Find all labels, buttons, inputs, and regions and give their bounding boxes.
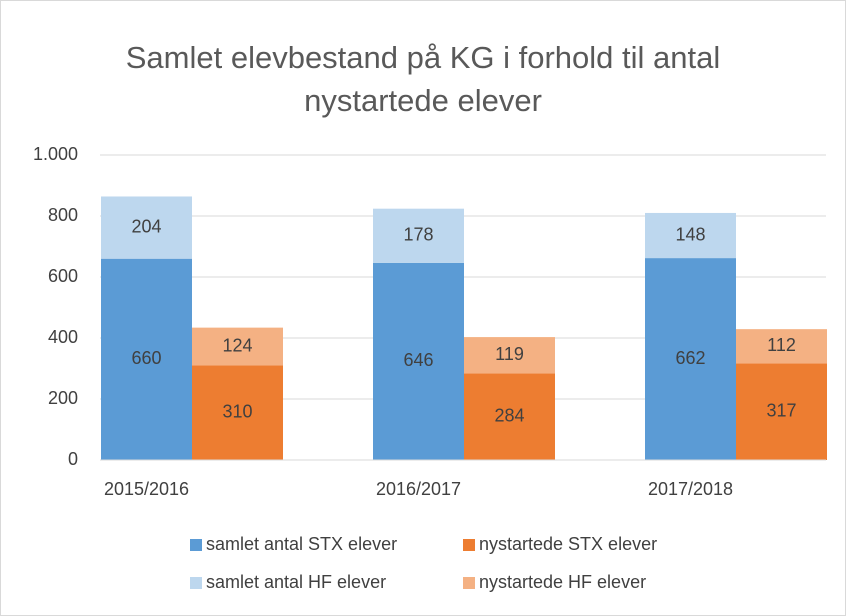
legend-swatch (190, 539, 202, 551)
legend-label: nystartede STX elever (479, 534, 657, 554)
legend-label: samlet antal HF elever (206, 572, 386, 592)
y-tick-label: 200 (48, 388, 78, 408)
bar-segment (736, 363, 827, 460)
value-label: 662 (675, 348, 705, 368)
value-label: 119 (495, 344, 524, 364)
legend-swatch (463, 577, 475, 589)
x-tick-label: 2016/2017 (376, 479, 461, 499)
bar-segment (464, 337, 555, 374)
bar-segment (373, 262, 464, 460)
bar-segment (645, 258, 736, 460)
value-label: 112 (767, 335, 796, 355)
legend-swatch (190, 577, 202, 589)
value-label: 148 (675, 224, 705, 244)
chart-title: Samlet elevbestand på KG i forhold til a… (125, 40, 721, 118)
x-tick-label: 2015/2016 (104, 479, 189, 499)
value-label: 124 (222, 335, 252, 355)
bar-segment (192, 365, 283, 460)
y-tick-label: 0 (68, 449, 78, 469)
bar-segment (736, 329, 827, 364)
value-label: 646 (403, 350, 433, 370)
bar-segment (192, 327, 283, 366)
value-label: 178 (403, 225, 433, 245)
value-label: 204 (131, 216, 161, 236)
bar-segment (101, 258, 192, 460)
legend-swatch (463, 539, 475, 551)
value-label: 660 (131, 348, 161, 368)
bar-segment (101, 196, 192, 259)
bar-segment (373, 208, 464, 263)
x-tick-label: 2017/2018 (648, 479, 733, 499)
legend-label: samlet antal STX elever (206, 534, 397, 554)
value-label: 284 (494, 405, 524, 425)
y-tick-label: 1.000 (33, 144, 78, 164)
value-label: 317 (766, 400, 796, 420)
bar-segment (645, 212, 736, 259)
bar-segment (464, 373, 555, 460)
y-tick-label: 600 (48, 266, 78, 286)
value-label: 310 (222, 401, 252, 421)
y-tick-label: 800 (48, 205, 78, 225)
legend-label: nystartede HF elever (479, 572, 646, 592)
y-tick-label: 400 (48, 327, 78, 347)
